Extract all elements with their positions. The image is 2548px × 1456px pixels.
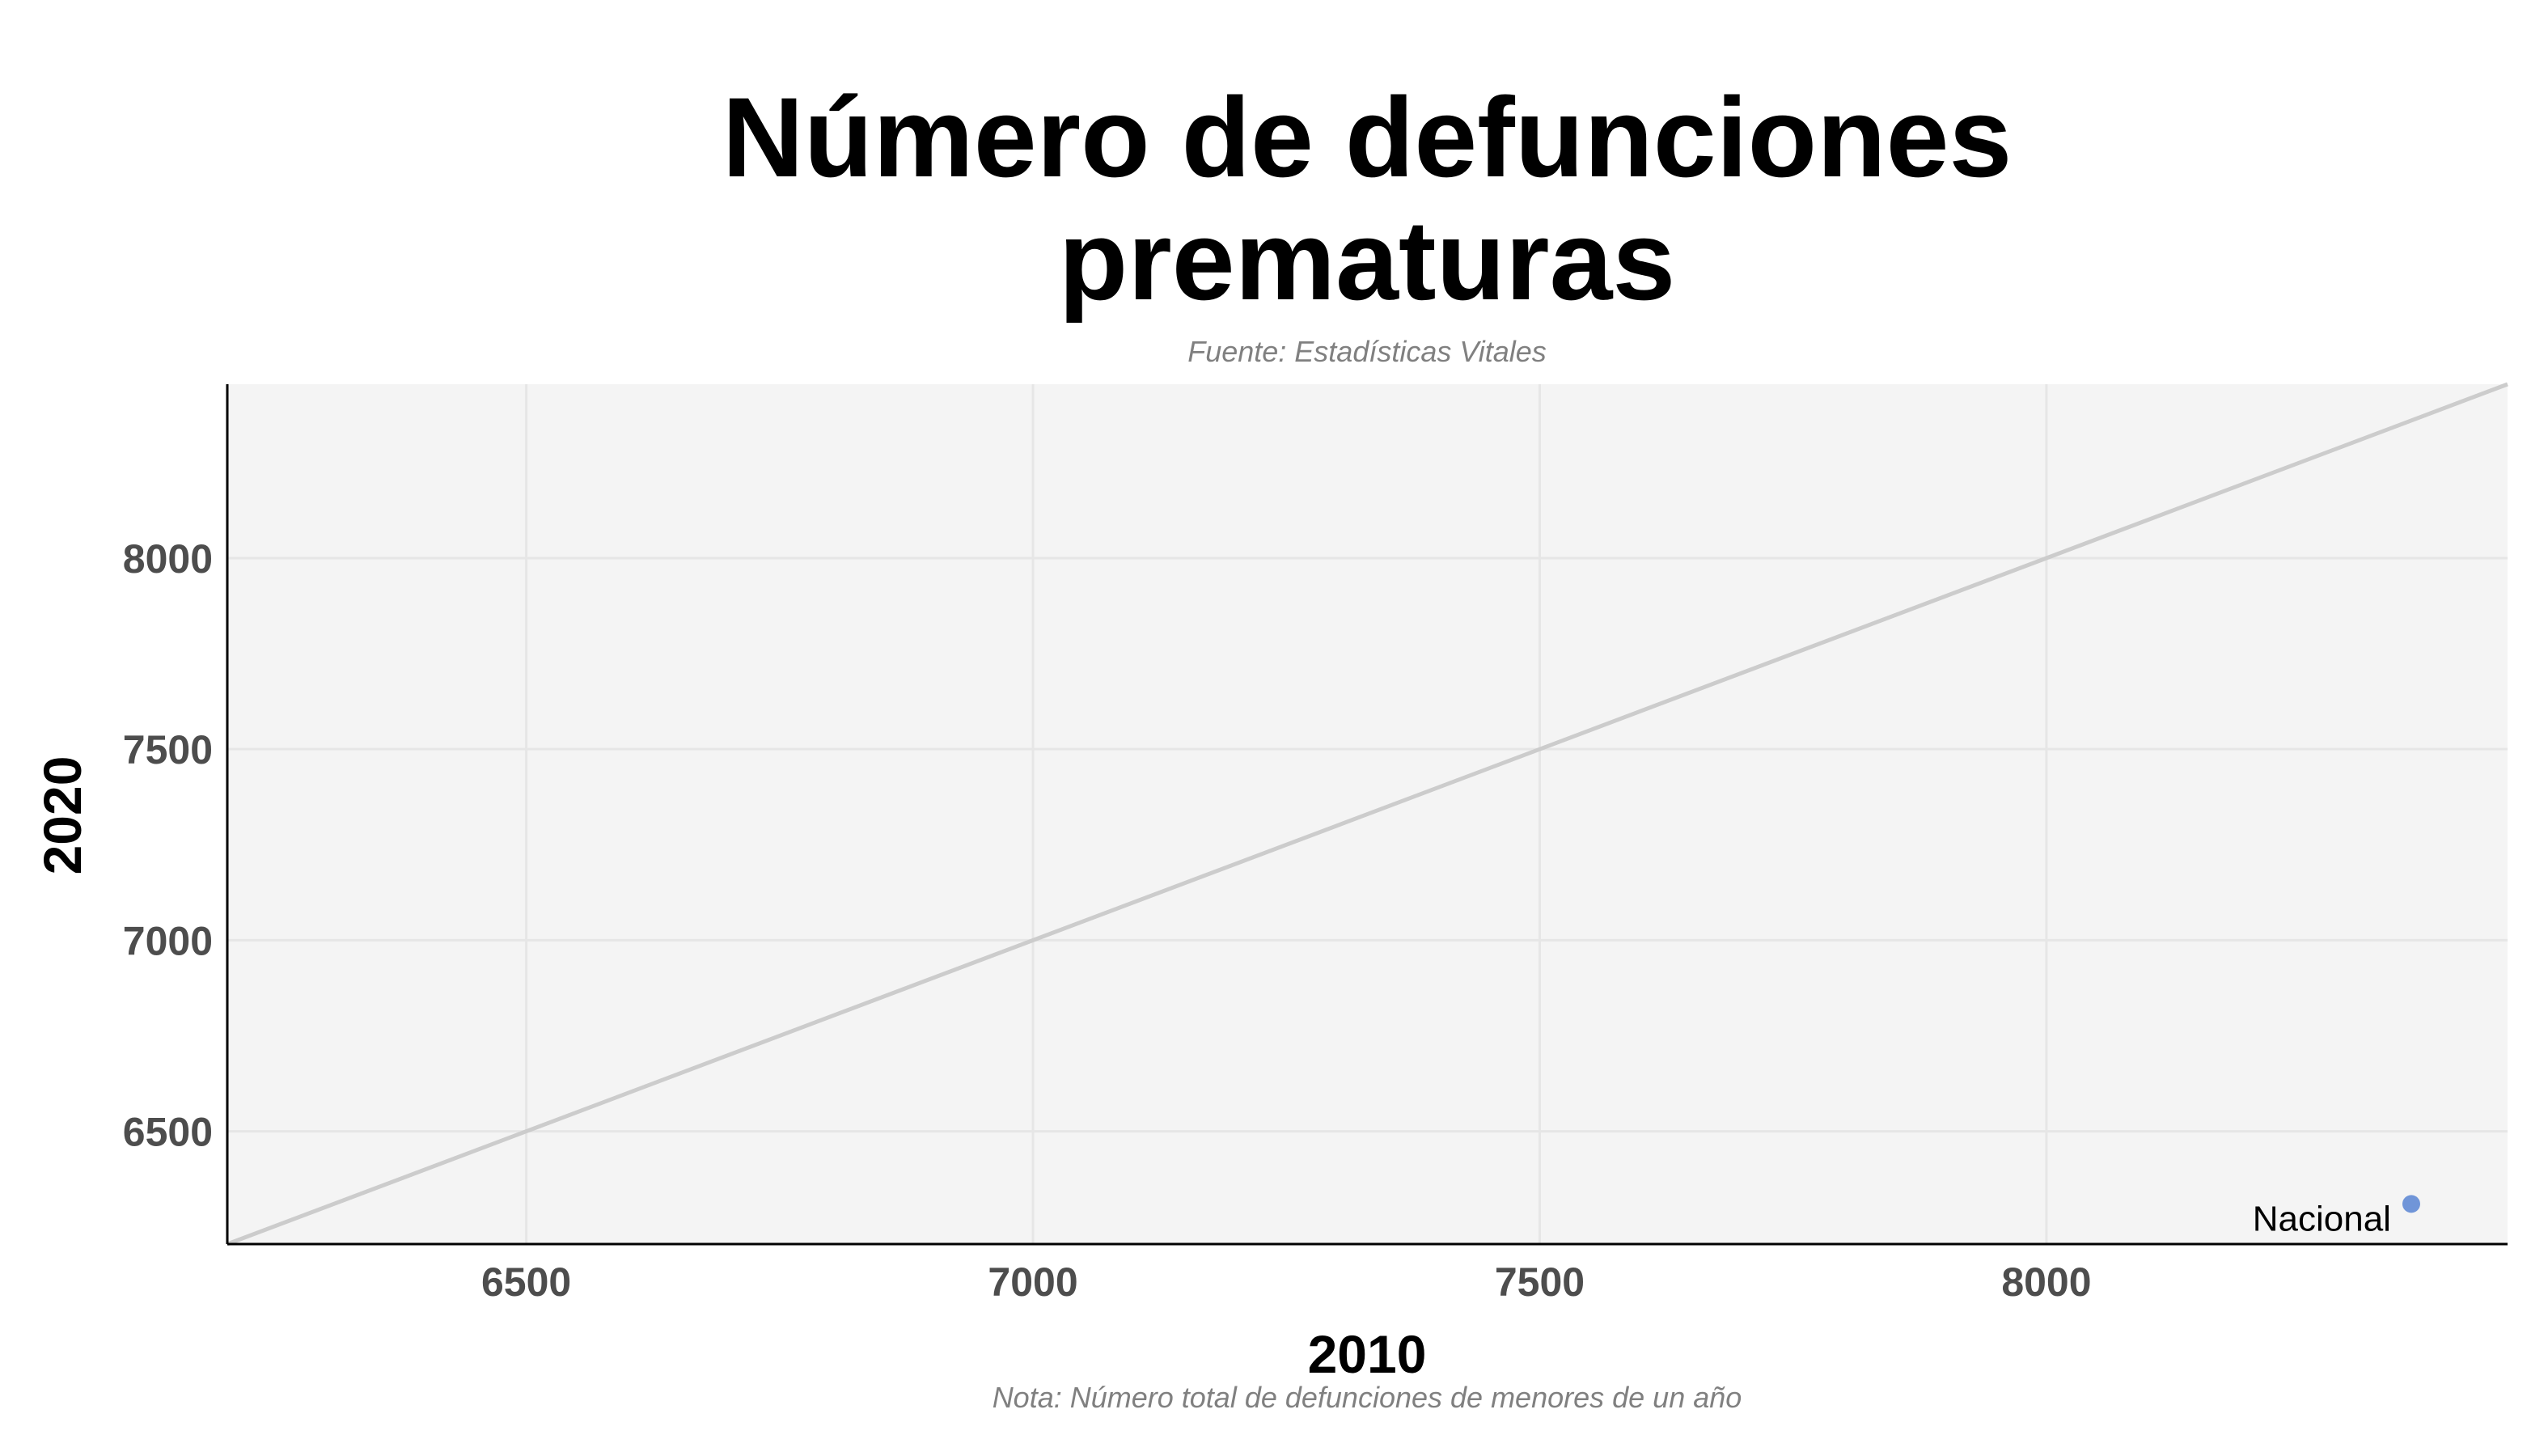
data-points: Nacional: [2253, 1195, 2420, 1238]
chart-subtitle: Fuente: Estadísticas Vitales: [1187, 335, 1547, 368]
x-tick-label: 7000: [988, 1259, 1077, 1305]
y-tick-label: 7000: [123, 918, 213, 963]
reference-line-layer: [226, 382, 2508, 1246]
x-tick-label: 8000: [2001, 1259, 2091, 1305]
grid-lines: [227, 384, 2508, 1244]
x-axis-title: 2010: [1308, 1324, 1427, 1384]
chart-title-line-2: prematuras: [1059, 197, 1676, 324]
data-point: [2402, 1195, 2420, 1213]
point-label: Nacional: [2253, 1199, 2391, 1238]
chart-title-line-1: Número de defunciones: [722, 74, 2013, 201]
x-tick-label: 6500: [481, 1259, 571, 1305]
reference-line: [226, 382, 2508, 1246]
y-axis-title: 2020: [32, 756, 92, 875]
y-tick-label: 6500: [123, 1110, 213, 1155]
y-tick-label: 7500: [123, 727, 213, 772]
y-tick-label: 8000: [123, 536, 213, 582]
tick-labels: 6500 7000 7500 8000 6500 7000 7500 8000: [123, 536, 2092, 1305]
chart-caption: Nota: Número total de defunciones de men…: [993, 1381, 1742, 1414]
x-tick-label: 7500: [1495, 1259, 1585, 1305]
